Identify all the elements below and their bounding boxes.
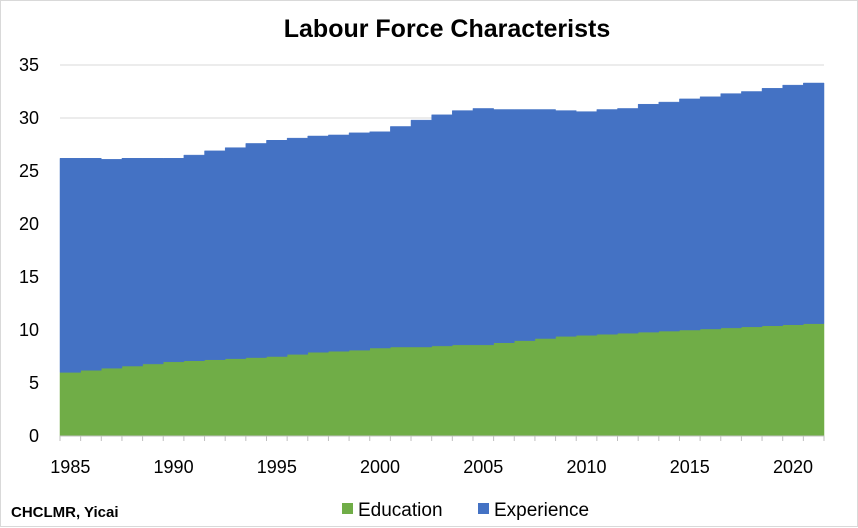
x-tick-label: 1990 — [154, 457, 194, 477]
x-tick-label: 2020 — [773, 457, 813, 477]
x-tick-label: 2005 — [463, 457, 503, 477]
legend: Education Experience — [342, 500, 589, 521]
legend-swatch-education — [342, 503, 353, 514]
y-tick-label: 30 — [19, 108, 39, 128]
y-tick-label: 15 — [19, 267, 39, 287]
source-note: CHCLMR, Yicai — [11, 504, 119, 521]
legend-swatch-experience — [478, 503, 489, 514]
legend-label-experience: Experience — [494, 500, 589, 521]
x-tick-label: 2000 — [360, 457, 400, 477]
x-tick-label: 2015 — [670, 457, 710, 477]
x-tick-label: 1995 — [257, 457, 297, 477]
y-tick-label: 0 — [29, 426, 39, 446]
y-tick-label: 25 — [19, 161, 39, 181]
series-area-experience — [59, 82, 825, 373]
y-tick-label: 10 — [19, 320, 39, 340]
plot-areas — [59, 82, 825, 437]
y-tick-label: 20 — [19, 214, 39, 234]
x-axis: 1985 1990 1995 2000 2005 2010 2015 2020 — [50, 435, 825, 477]
chart-title: Labour Force Characterists — [284, 15, 611, 43]
x-tick-label: 2010 — [567, 457, 607, 477]
y-tick-label: 35 — [19, 55, 39, 75]
x-tick-label: 1985 — [50, 457, 90, 477]
y-axis: 0 5 10 15 20 25 30 35 — [19, 55, 39, 446]
y-tick-label: 5 — [29, 373, 39, 393]
legend-label-education: Education — [358, 500, 443, 521]
